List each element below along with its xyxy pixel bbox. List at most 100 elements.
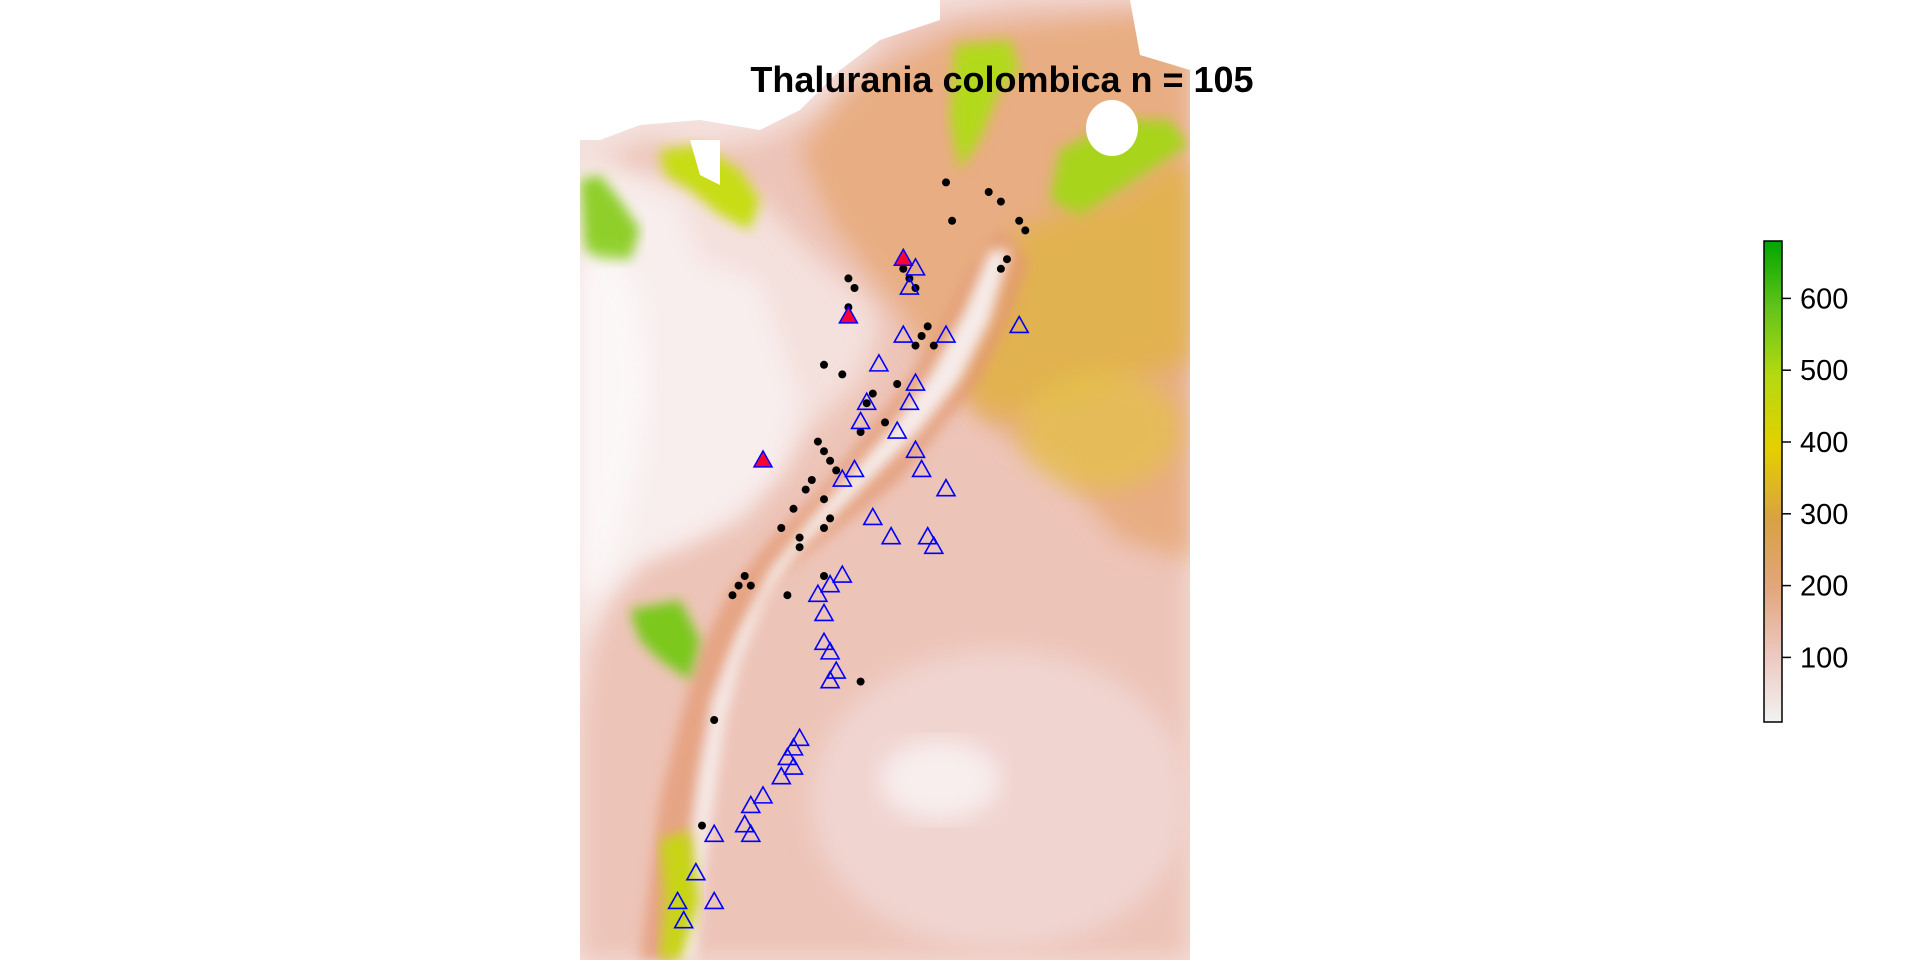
occurrence-point-black (911, 341, 920, 350)
plot-title: Thalurania colombica n = 105 (750, 59, 1253, 100)
occurrence-point-black (862, 399, 871, 408)
occurrence-point-blue-triangle (844, 458, 865, 478)
occurrence-point-blue-triangle (783, 756, 804, 775)
occurrence-point-black (728, 591, 737, 600)
occurrence-point-black (789, 504, 798, 513)
occurrence-point-black (832, 466, 841, 475)
occurrence-point-blue-triangle (899, 391, 920, 411)
occurrence-point-blue-triangle (740, 823, 762, 843)
occurrence-point-blue-triangle (777, 746, 798, 766)
occurrence-point-black (820, 572, 828, 580)
occurrence-point-blue-triangle (783, 737, 804, 756)
occurrence-point-black (1015, 216, 1024, 225)
occurrence-point-black (795, 533, 804, 542)
occurrence-point-blue-triangle (899, 276, 920, 295)
occurrence-point-blue-triangle (892, 324, 914, 343)
occurrence-point-blue-triangle (856, 391, 878, 411)
occurrence-point-blue-triangle (862, 506, 884, 526)
occurrence-point-blue-triangle (935, 478, 957, 497)
color-scale-tick-label: 100 (1800, 642, 1848, 674)
occurrence-point-black (783, 591, 792, 600)
occurrence-point-black (826, 456, 835, 465)
occurrence-point-blue-triangle (740, 794, 762, 814)
occurrence-point-black (807, 476, 816, 484)
occurrence-point-black (868, 389, 877, 398)
occurrence-point-black (734, 581, 743, 590)
occurrence-point-blue-triangle (667, 890, 688, 910)
occurrence-point-blue-triangle (868, 353, 890, 372)
occurrence-point-blue-triangle (905, 257, 926, 276)
occurrence-point-black (856, 677, 865, 686)
occurrence-point-blue-triangle (789, 727, 810, 747)
occurrence-point-blue-triangle (770, 766, 792, 785)
occurrence-point-black (710, 716, 719, 724)
color-scale-tick-label: 200 (1800, 571, 1848, 603)
occurrence-point-black (844, 274, 853, 283)
occurrence-point-blue-triangle (880, 526, 902, 545)
occurrence-point-red-triangle (752, 449, 774, 468)
occurrence-point-blue-triangle (831, 564, 853, 583)
occurrence-point-black (984, 188, 993, 196)
occurrence-point-blue-triangle (819, 574, 841, 593)
occurrence-point-black (1021, 226, 1030, 235)
occurrence-point-black (850, 284, 859, 292)
occurrence-points (667, 178, 1030, 929)
occurrence-point-blue-triangle (807, 583, 829, 603)
color-scale-tick-label: 400 (1800, 427, 1848, 459)
occurrence-point-black (856, 428, 865, 436)
occurrence-point-blue-triangle (813, 631, 835, 651)
occurrence-point-blue-triangle (905, 372, 926, 391)
occurrence-point-black (996, 264, 1005, 273)
occurrence-point-blue-triangle (734, 814, 756, 833)
occurrence-point-black (893, 380, 902, 388)
occurrence-point-black (820, 524, 828, 532)
occurrence-point-red-triangle (893, 247, 914, 267)
occurrence-point-black (813, 437, 822, 446)
occurrence-point-black (881, 418, 889, 427)
occurrence-point-black (801, 485, 810, 494)
occurrence-point-black (740, 572, 749, 580)
occurrence-point-black (698, 821, 706, 830)
occurrence-point-blue-triangle (813, 602, 835, 622)
occurrence-point-black (795, 543, 804, 552)
occurrence-point-blue-triangle (685, 862, 707, 881)
occurrence-point-blue-triangle (673, 910, 695, 929)
occurrence-point-black (948, 216, 957, 225)
color-scale-ticks: 100 200 300 400 500 600 (1782, 283, 1848, 674)
occurrence-point-black (923, 322, 932, 331)
occurrence-point-blue-triangle (819, 641, 841, 660)
occurrence-point-blue-triangle (923, 535, 945, 555)
occurrence-point-blue-triangle (703, 823, 725, 843)
occurrence-point-blue-triangle (886, 420, 908, 439)
occurrence-point-blue-triangle (819, 670, 841, 689)
elevation-raster (580, 0, 1190, 960)
occurrence-point-black (838, 370, 847, 379)
occurrence-point-black (996, 197, 1005, 206)
occurrence-point-blue-triangle (850, 410, 871, 430)
occurrence-point-red-triangle (838, 305, 859, 324)
occurrence-point-black (820, 360, 828, 369)
occurrence-point-blue-triangle (911, 458, 932, 478)
occurrence-point-black (899, 264, 908, 273)
occurrence-point-black (929, 341, 938, 350)
occurrence-point-black (820, 447, 828, 456)
color-scale-tick-label: 300 (1800, 499, 1848, 531)
occurrence-point-black (746, 581, 755, 590)
occurrence-point-blue-triangle (825, 660, 847, 679)
occurrence-point-blue-triangle (703, 890, 725, 910)
occurrence-point-black (777, 524, 786, 532)
color-scale-bar (1763, 240, 1783, 723)
occurrence-point-blue-triangle (831, 468, 853, 487)
occurrence-point-blue-triangle (752, 785, 774, 804)
color-scale-tick-label: 600 (1800, 283, 1848, 315)
occurrence-point-black (942, 178, 950, 187)
color-scale-legend: 100 200 300 400 500 600 (1763, 240, 1848, 723)
color-scale-tick-label: 500 (1800, 355, 1848, 387)
occurrence-point-blue-triangle (935, 324, 957, 343)
occurrence-point-black (826, 514, 835, 523)
occurrence-point-black (820, 495, 828, 504)
occurrence-point-black (917, 332, 926, 340)
occurrence-point-blue-triangle (917, 526, 939, 545)
occurrence-point-black (1003, 255, 1011, 264)
